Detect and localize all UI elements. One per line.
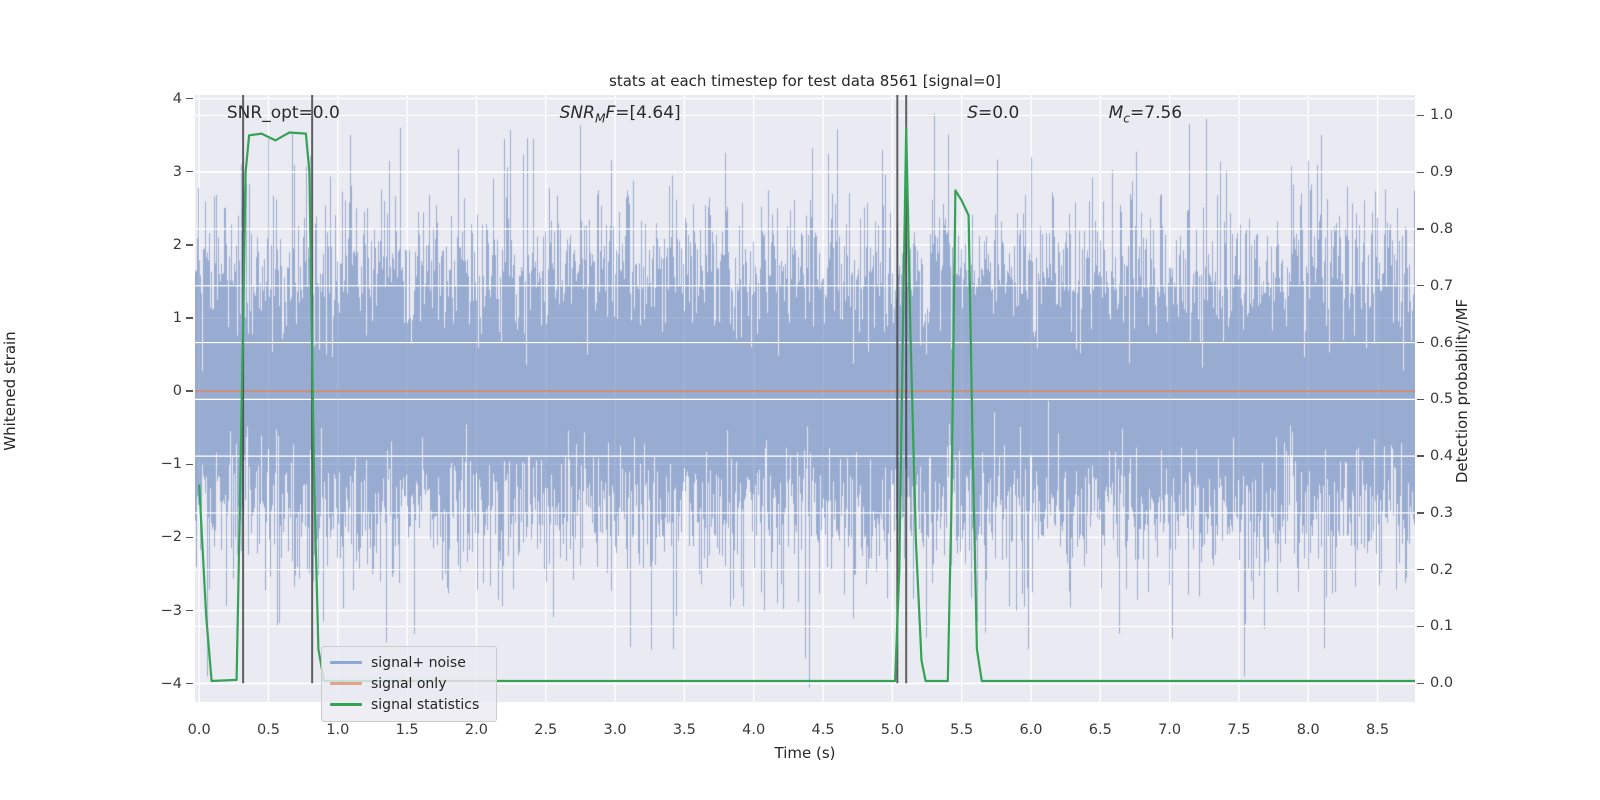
- left-y-tick-label: 2: [172, 236, 182, 253]
- right-y-tick-mark: [1417, 568, 1424, 571]
- left-y-tick-mark: [186, 244, 193, 246]
- x-tick-label: 4.0: [742, 722, 766, 738]
- x-tick-label: 6.0: [1019, 722, 1043, 738]
- right-y-tick-label: 0.1: [1430, 618, 1454, 635]
- left-y-tick-mark: [186, 683, 193, 685]
- legend-line-swatch-blue: [330, 661, 362, 664]
- x-tick-label: 1.5: [395, 722, 419, 738]
- signal-statistics-line: [198, 127, 1415, 683]
- right-y-tick-mark: [1417, 341, 1424, 344]
- legend: signal+ noise signal only signal statist…: [321, 646, 497, 722]
- x-tick-label: 2.5: [534, 722, 558, 738]
- left-y-tick-label: 0: [172, 383, 182, 400]
- left-y-axis-label: Whitened strain: [1, 331, 19, 451]
- x-tick-label: 5.0: [880, 722, 904, 738]
- right-y-tick-mark: [1417, 285, 1424, 287]
- right-y-tick-label: 0.0: [1430, 675, 1454, 692]
- left-y-tick-label: −2: [160, 529, 182, 546]
- x-axis-label: Time (s): [774, 744, 836, 762]
- x-tick-label: 8.5: [1366, 722, 1390, 738]
- x-tick-label: 3.0: [603, 722, 627, 738]
- right-y-tick-label: 0.7: [1430, 277, 1454, 294]
- noise-series-canvas: [195, 95, 1415, 702]
- left-y-tick-mark: [186, 97, 193, 100]
- right-y-tick-mark: [1417, 398, 1424, 401]
- annotation-3: Mc=7.56: [1108, 103, 1183, 126]
- right-y-tick-label: 0.9: [1430, 164, 1454, 181]
- legend-item-signal-noise: signal+ noise: [330, 652, 488, 673]
- x-tick-label: 3.5: [672, 722, 696, 738]
- x-tick-label: 5.5: [950, 722, 974, 738]
- legend-label: signal only: [371, 675, 447, 692]
- left-y-tick-label: −4: [160, 675, 182, 692]
- right-y-tick-label: 0.2: [1430, 561, 1454, 578]
- legend-line-swatch-green: [330, 703, 362, 706]
- left-y-tick-mark: [186, 536, 193, 539]
- lines-over-layer: [195, 95, 1415, 684]
- legend-label: signal+ noise: [371, 654, 466, 671]
- right-y-axis-label: Detection probability/MF: [1453, 298, 1471, 484]
- right-y-tick-label: 0.6: [1430, 334, 1454, 351]
- left-y-tick-mark: [186, 463, 193, 465]
- left-y-tick-mark: [186, 171, 193, 173]
- x-tick-label: 7.5: [1227, 722, 1251, 738]
- x-tick-label: 0.5: [256, 722, 280, 738]
- right-y-tick-mark: [1417, 114, 1424, 117]
- left-y-tick-label: 4: [172, 90, 182, 107]
- legend-item-signal-only: signal only: [330, 673, 488, 694]
- legend-label: signal statistics: [371, 696, 480, 713]
- annotation-2: S=0.0: [967, 103, 1020, 124]
- left-y-tick-label: 3: [172, 163, 182, 180]
- x-tick-label: 8.0: [1296, 722, 1320, 738]
- chart-title: stats at each timestep for test data 856…: [609, 72, 1001, 90]
- x-tick-label: 6.5: [1088, 722, 1112, 738]
- legend-line-swatch-orange: [330, 682, 362, 685]
- annotation-0: SNR_opt=0.0: [226, 103, 340, 124]
- left-y-tick-label: 1: [172, 310, 182, 327]
- right-y-tick-label: 0.8: [1430, 221, 1454, 237]
- x-tick-label: 2.0: [464, 722, 488, 738]
- left-y-tick-mark: [186, 317, 193, 319]
- annotation-1: SNRMF=[4.64]: [559, 103, 681, 126]
- x-tick-label: 4.5: [811, 722, 835, 738]
- right-y-tick-mark: [1417, 171, 1424, 173]
- legend-item-signal-statistics: signal statistics: [330, 694, 488, 715]
- right-y-tick-label: 0.4: [1430, 448, 1454, 465]
- left-y-tick-label: −1: [160, 456, 182, 473]
- right-y-tick-label: 0.5: [1430, 391, 1454, 408]
- right-y-tick-mark: [1417, 682, 1424, 684]
- right-y-tick-mark: [1417, 455, 1424, 457]
- x-tick-label: 1.0: [326, 722, 350, 738]
- left-y-tick-mark: [186, 390, 193, 392]
- right-y-tick-label: 1.0: [1430, 107, 1454, 124]
- left-y-tick-mark: [186, 609, 193, 612]
- right-y-tick-mark: [1417, 228, 1424, 230]
- x-tick-label: 7.0: [1158, 722, 1182, 738]
- x-tick-label: 0.0: [187, 722, 211, 738]
- left-y-tick-label: −3: [160, 602, 182, 619]
- right-y-tick-label: 0.3: [1430, 504, 1454, 521]
- right-y-tick-mark: [1417, 512, 1424, 514]
- right-y-tick-mark: [1417, 625, 1424, 628]
